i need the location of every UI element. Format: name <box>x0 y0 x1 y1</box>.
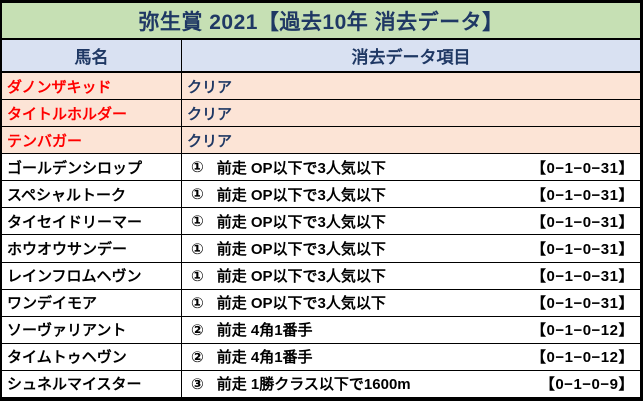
data-cell: ① 前走 OP以下で3人気以下 【0−1−0−31】 <box>182 154 640 180</box>
data-cell: ① 前走 OP以下で3人気以下 【0−1−0−31】 <box>182 290 640 316</box>
rule-text: 前走 OP以下で3人気以下 <box>216 241 386 258</box>
horse-name-cell: レインフロムヘヴン <box>2 262 182 289</box>
table-row: シュネルマイスター ③ 前走 1勝クラス以下で1600m 【0−1−0−9】 <box>2 370 640 397</box>
record-stats: 【0−1−0−31】 <box>531 241 634 258</box>
rule-content: ① 前走 OP以下で3人気以下 <box>182 238 386 259</box>
horse-name-cell: タイセイドリーマー <box>2 208 182 235</box>
data-cell: ① 前走 OP以下で3人気以下 【0−1−0−31】 <box>182 208 640 234</box>
horse-name: タイセイドリーマー <box>7 213 143 231</box>
rule-content: クリア <box>182 130 232 151</box>
table-body: ダノンザキッド クリア タイトルホルダー クリア テンバガー <box>2 73 640 397</box>
rule-number-badge: ① <box>191 267 204 285</box>
horse-name: タイトルホルダー <box>7 105 128 123</box>
data-cell: ② 前走 4角1番手 【0−1−0−12】 <box>182 317 640 343</box>
rule-number-badge: ③ <box>191 375 204 393</box>
rule-text: 前走 1勝クラス以下で1600m <box>216 376 411 394</box>
horse-name: レインフロムヘヴン <box>7 268 142 286</box>
rule-text: 前走 OP以下で3人気以下 <box>216 186 386 204</box>
rule-text: 前走 4角1番手 <box>216 322 313 340</box>
rule-number-badge: ② <box>191 348 204 366</box>
data-cell: クリア <box>182 100 640 126</box>
table-row: タイムトゥヘヴン ② 前走 4角1番手 【0−1−0−12】 <box>2 343 640 371</box>
horse-name: ゴールデンシロップ <box>7 159 143 177</box>
horse-name-cell: ゴールデンシロップ <box>2 154 182 181</box>
table-header: 馬名 消去データ項目 <box>2 40 640 73</box>
rule-number-badge: ② <box>191 321 204 339</box>
table-row: タイセイドリーマー ① 前走 OP以下で3人気以下 【0−1−0−31】 <box>2 208 640 236</box>
horse-name-cell: タイムトゥヘヴン <box>2 343 182 370</box>
record-stats: 【0−1−0−12】 <box>531 349 634 367</box>
rule-content: ① 前走 OP以下で3人気以下 <box>182 157 386 178</box>
horse-name-cell: ワンデイモア <box>2 289 182 316</box>
rule-content: ① 前走 OP以下で3人気以下 <box>182 265 386 286</box>
rule-content: ② 前走 4角1番手 <box>182 319 313 340</box>
table-row: レインフロムヘヴン ① 前走 OP以下で3人気以下 【0−1−0−31】 <box>2 262 640 290</box>
horse-name: テンバガー <box>7 132 83 150</box>
record-stats: 【0−1−0−31】 <box>531 295 634 313</box>
table-row: ダノンザキッド クリア <box>2 73 640 101</box>
rule-content: ② 前走 4角1番手 <box>182 346 313 367</box>
data-cell: ① 前走 OP以下で3人気以下 【0−1−0−31】 <box>182 263 640 289</box>
header-data-items: 消去データ項目 <box>351 48 471 67</box>
horse-name-cell: ダノンザキッド <box>2 73 182 100</box>
rule-text: クリア <box>187 105 233 123</box>
horse-name: スペシャルトーク <box>7 186 126 204</box>
rule-text: クリア <box>187 132 233 150</box>
rule-content: ③ 前走 1勝クラス以下で1600m <box>182 373 411 394</box>
horse-name: ホウオウサンデー <box>7 241 128 258</box>
rule-number-badge: ① <box>191 240 204 258</box>
horse-name-cell: ソーヴァリアント <box>2 316 182 343</box>
horse-name: ソーヴァリアント <box>7 322 127 340</box>
rule-number-badge: ① <box>191 213 204 231</box>
table-row: ソーヴァリアント ② 前走 4角1番手 【0−1−0−12】 <box>2 316 640 344</box>
table-row: スペシャルトーク ① 前走 OP以下で3人気以下 【0−1−0−31】 <box>2 181 640 209</box>
horse-name-cell: スペシャルトーク <box>2 181 182 208</box>
rule-content: ① 前走 OP以下で3人気以下 <box>182 292 386 313</box>
horse-name-cell: タイトルホルダー <box>2 100 182 127</box>
data-cell: ② 前走 4角1番手 【0−1−0−12】 <box>182 344 640 370</box>
horse-name-cell: ホウオウサンデー <box>2 235 182 262</box>
horse-name-cell: シュネルマイスター <box>2 370 182 397</box>
data-cell: クリア <box>182 73 640 99</box>
rule-content: クリア <box>182 76 232 97</box>
table-row: テンバガー クリア <box>2 127 640 155</box>
table-row: ゴールデンシロップ ① 前走 OP以下で3人気以下 【0−1−0−31】 <box>2 154 640 182</box>
record-stats: 【0−1−0−31】 <box>531 186 634 204</box>
record-stats: 【0−1−0−9】 <box>539 376 634 394</box>
horse-name: ワンデイモア <box>7 295 98 313</box>
rule-number-badge: ① <box>191 186 204 204</box>
record-stats: 【0−1−0−31】 <box>531 213 634 231</box>
record-stats: 【0−1−0−31】 <box>531 268 634 286</box>
horse-name: タイムトゥヘヴン <box>7 349 127 367</box>
horse-name: ダノンザキッド <box>7 78 112 96</box>
rule-content: クリア <box>182 103 232 124</box>
table-row: ワンデイモア ① 前走 OP以下で3人気以下 【0−1−0−31】 <box>2 289 640 317</box>
data-cell: ③ 前走 1勝クラス以下で1600m 【0−1−0−9】 <box>182 371 640 397</box>
rule-content: ① 前走 OP以下で3人気以下 <box>182 184 386 205</box>
rule-text: 前走 OP以下で3人気以下 <box>216 159 386 177</box>
rule-text: 前走 OP以下で3人気以下 <box>216 295 386 313</box>
rule-text: 前走 OP以下で3人気以下 <box>216 213 386 231</box>
header-horse-name: 馬名 <box>2 40 182 71</box>
table-title: 弥生賞 2021【過去10年 消去データ】 <box>2 3 640 40</box>
horse-name: シュネルマイスター <box>7 376 142 394</box>
data-cell: ① 前走 OP以下で3人気以下 【0−1−0−31】 <box>182 181 640 207</box>
table-row: ホウオウサンデー ① 前走 OP以下で3人気以下 【0−1−0−31】 <box>2 235 640 263</box>
rule-text: 前走 OP以下で3人気以下 <box>216 268 386 286</box>
horse-name-cell: テンバガー <box>2 127 182 154</box>
rule-number-badge: ① <box>191 294 204 312</box>
record-stats: 【0−1−0−12】 <box>531 322 634 340</box>
rule-number-badge: ① <box>191 159 204 177</box>
rule-text: クリア <box>187 78 233 96</box>
record-stats: 【0−1−0−31】 <box>531 159 634 177</box>
data-cell: ① 前走 OP以下で3人気以下 【0−1−0−31】 <box>182 235 640 261</box>
rule-text: 前走 4角1番手 <box>216 349 313 367</box>
table-row: タイトルホルダー クリア <box>2 100 640 128</box>
data-cell: クリア <box>182 127 640 153</box>
rule-content: ① 前走 OP以下で3人気以下 <box>182 211 386 232</box>
